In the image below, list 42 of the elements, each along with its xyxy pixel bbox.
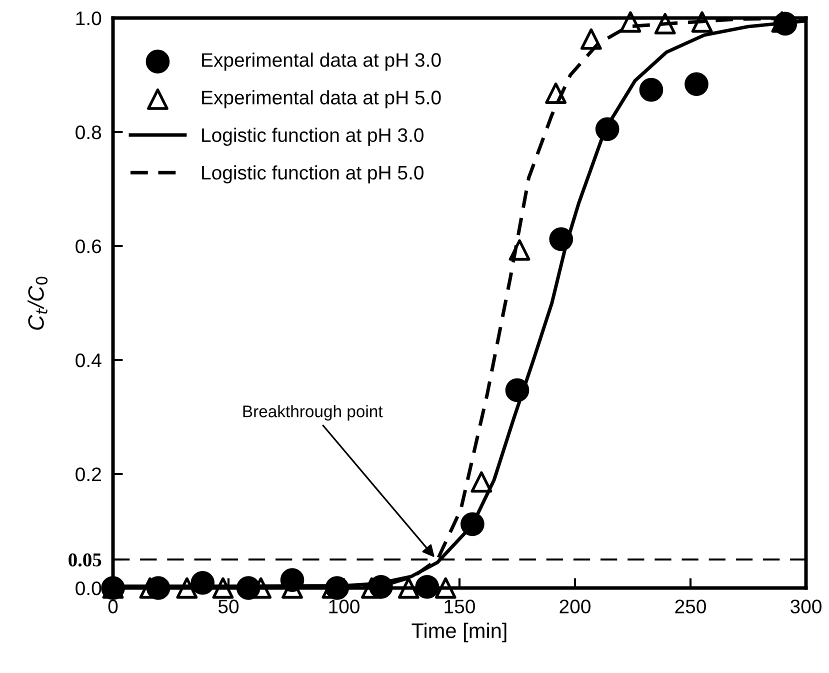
legend-label: Logistic function at pH 3.0 — [202, 128, 424, 146]
point — [460, 512, 484, 536]
y-tick-label: 0.2 — [76, 467, 101, 482]
point — [654, 12, 676, 34]
point — [580, 28, 602, 50]
point — [620, 11, 642, 33]
y-tick-label: 0.8 — [76, 125, 102, 140]
x-tick-label: 250 — [675, 600, 706, 614]
point — [595, 117, 620, 142]
y-tick-label: 1.0 — [76, 11, 102, 26]
point — [691, 11, 713, 33]
point — [176, 577, 198, 599]
point — [415, 574, 440, 599]
point — [684, 72, 708, 96]
x-tick-label: 0 — [108, 600, 118, 614]
point — [398, 577, 420, 599]
point — [505, 378, 530, 402]
y-tick-label: 0.0 — [76, 581, 102, 596]
point — [212, 577, 234, 599]
y-tick-label: 0.6 — [76, 239, 102, 254]
y-axis-title: C$_{t}$/C$_{0}$ — [28, 276, 48, 330]
x-tick-label: 300 — [790, 600, 822, 614]
point — [361, 577, 382, 599]
legend-label: Experimental data at pH 5.0 — [202, 90, 441, 108]
y-tick-label: 0.4 — [76, 353, 102, 368]
y-tick-label: 0.05 — [68, 553, 102, 567]
point — [434, 577, 456, 599]
point — [190, 570, 215, 595]
annotation: Breakthrough point — [243, 405, 383, 421]
point — [545, 82, 567, 104]
x-tick-label: 50 — [218, 600, 239, 614]
point — [470, 471, 492, 493]
point — [639, 78, 664, 102]
x-tick-label: 100 — [329, 600, 360, 614]
x-tick-label: 150 — [444, 600, 475, 614]
point — [508, 239, 530, 261]
point — [322, 577, 344, 599]
legend-label: Experimental data at pH 3.0 — [202, 52, 441, 71]
x-tick-label: 200 — [560, 600, 590, 614]
legend-label: Logistic function at pH 5.0 — [202, 165, 424, 184]
point — [549, 227, 574, 252]
x-axis-title: Time [min] — [412, 622, 506, 642]
